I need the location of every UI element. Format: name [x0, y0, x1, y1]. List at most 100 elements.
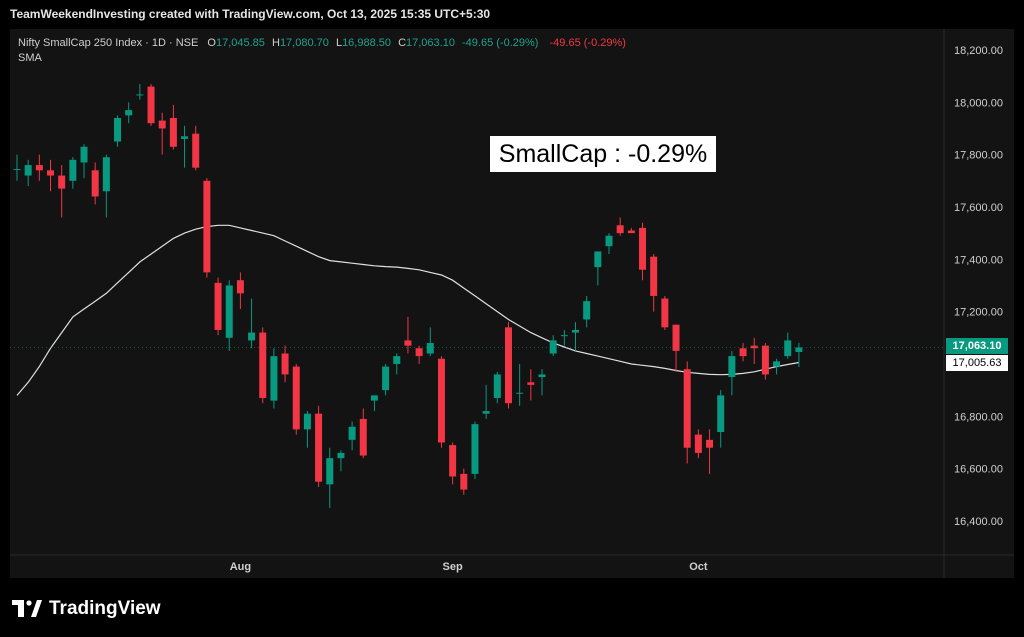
- chart-legend: Nifty SmallCap 250 Index · 1D · NSE O17,…: [18, 36, 626, 66]
- x-tick-label: Aug: [230, 561, 251, 573]
- candle-body: [694, 434, 702, 453]
- candle-body: [13, 169, 21, 171]
- candle-body: [326, 458, 334, 485]
- candle-body: [527, 382, 535, 385]
- y-tick-label: 17,400.00: [954, 254, 1003, 266]
- candle-body: [784, 340, 792, 357]
- candle-body: [415, 348, 423, 357]
- candle-body: [572, 329, 579, 333]
- candle-body: [248, 332, 256, 341]
- sma-indicator-label[interactable]: SMA: [18, 52, 42, 64]
- watermark-bar: TeamWeekendInvesting created with Tradin…: [0, 0, 1024, 29]
- candle-body: [639, 227, 647, 270]
- candle-body: [348, 426, 356, 440]
- candle-body: [482, 411, 490, 414]
- open-label: O: [207, 37, 216, 49]
- candle-body: [404, 340, 412, 346]
- candle-body: [706, 439, 714, 448]
- candle-body: [594, 251, 602, 268]
- candle-body: [493, 374, 501, 398]
- candle-body: [382, 366, 390, 391]
- indicator-row[interactable]: SMA: [18, 51, 626, 66]
- candle-body: [136, 94, 144, 96]
- candle-body: [650, 256, 658, 296]
- y-tick-label: 16,800.00: [954, 411, 1003, 423]
- annotation-box[interactable]: SmallCap : -0.29%: [490, 136, 716, 172]
- candle-body: [471, 424, 479, 474]
- y-tick-label: 16,600.00: [954, 464, 1003, 476]
- tradingview-brand-text: TradingView: [49, 598, 161, 619]
- candle-body: [504, 327, 512, 404]
- watermark-text: TeamWeekendInvesting created with Tradin…: [10, 7, 491, 21]
- candle-body: [393, 356, 401, 364]
- ohlc-row: Nifty SmallCap 250 Index · 1D · NSE O17,…: [18, 36, 626, 51]
- candle-body: [214, 282, 222, 330]
- candle-body: [35, 165, 43, 171]
- candle-body: [449, 445, 457, 477]
- y-tick-label: 17,200.00: [954, 307, 1003, 319]
- candle-body: [192, 133, 200, 168]
- y-tick-label: 17,600.00: [954, 202, 1003, 214]
- candle-body: [616, 225, 624, 234]
- candle-body: [516, 392, 524, 394]
- candle-body: [24, 165, 32, 176]
- candle-body: [158, 120, 166, 129]
- candle-body: [795, 347, 803, 352]
- candle-body: [359, 418, 367, 456]
- candle-body: [225, 285, 233, 338]
- tradingview-logo-icon: [12, 600, 42, 617]
- candle-body: [773, 361, 781, 367]
- candle-body: [661, 298, 669, 328]
- candle-body: [370, 395, 378, 401]
- candle-body: [460, 473, 468, 490]
- high-label: H: [271, 37, 280, 49]
- candle-body: [203, 180, 211, 273]
- x-tick-label: Sep: [443, 561, 463, 573]
- low-value: 16,988.50: [342, 37, 391, 49]
- candle-body: [91, 170, 99, 197]
- candle-body: [728, 356, 736, 378]
- high-value: 17,080.70: [279, 37, 329, 49]
- candle-body: [236, 280, 244, 294]
- candle-body: [560, 335, 568, 337]
- last-price-tag: 17,063.10: [946, 338, 1008, 354]
- candle-body: [47, 170, 55, 176]
- candle-body: [761, 345, 769, 375]
- candle-body: [169, 117, 177, 147]
- candle-body: [538, 374, 546, 378]
- candle-body: [259, 332, 267, 398]
- candle-body: [292, 366, 300, 430]
- y-tick-label: 18,000.00: [954, 97, 1003, 109]
- candle-body: [717, 395, 725, 433]
- sma-line: [16, 224, 800, 396]
- low-label: L: [335, 37, 343, 49]
- x-tick-label: Oct: [689, 561, 708, 573]
- candle-body: [627, 230, 635, 234]
- candle-body: [125, 110, 133, 116]
- candle-body: [80, 146, 88, 163]
- candle-body: [270, 356, 278, 401]
- candle-body: [315, 413, 323, 482]
- candle-body: [181, 136, 189, 139]
- sma-value-tag: 17,005.63: [946, 355, 1008, 371]
- close-value: 17,063.10: [406, 37, 455, 49]
- y-tick-label: 17,800.00: [954, 150, 1003, 162]
- chart-panel[interactable]: 16,400.0016,600.0016,800.0017,000.0017,2…: [10, 29, 1014, 578]
- tradingview-logo[interactable]: TradingView: [12, 596, 161, 622]
- candle-body: [739, 348, 747, 357]
- candlestick-chart[interactable]: 16,400.0016,600.0016,800.0017,000.0017,2…: [10, 29, 1014, 578]
- change-value-2: -49.65 (-0.29%): [549, 37, 626, 49]
- candle-body: [69, 159, 77, 181]
- candle-body: [605, 235, 613, 247]
- candle-body: [337, 452, 345, 459]
- candle-body: [683, 369, 691, 448]
- y-tick-label: 16,400.00: [954, 516, 1003, 528]
- candle-body: [58, 175, 66, 189]
- symbol-name[interactable]: Nifty SmallCap 250 Index · 1D · NSE: [18, 37, 199, 49]
- candle-body: [437, 358, 445, 443]
- open-value: 17,045.85: [215, 37, 265, 49]
- footer-bar: [0, 578, 1024, 637]
- candle-body: [549, 340, 557, 354]
- y-tick-label: 18,200.00: [954, 45, 1003, 57]
- candle-body: [426, 343, 434, 354]
